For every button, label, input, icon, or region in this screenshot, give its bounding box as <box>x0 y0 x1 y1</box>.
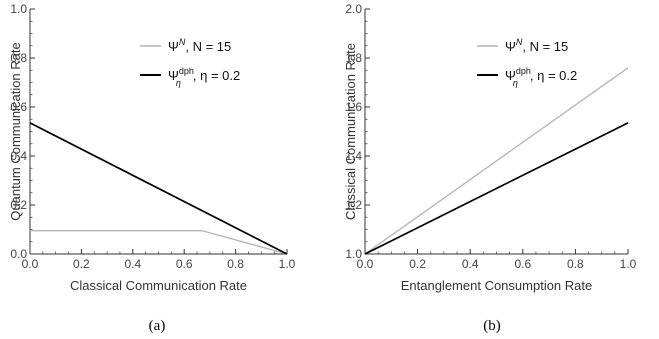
y-tick-label: 1.2 <box>345 198 362 212</box>
legend-label: ΨN, N = 15 <box>168 37 231 54</box>
panel-caption: (a) <box>149 318 166 334</box>
y-tick-label: 0.8 <box>10 51 27 65</box>
x-tick-label: 0.2 <box>409 257 426 271</box>
y-tick-label: 0.6 <box>10 100 27 114</box>
legend-superscript: N <box>516 37 523 47</box>
y-tick-label: 1.4 <box>345 149 362 163</box>
series-line-0 <box>30 230 288 255</box>
legend-subscript: η <box>513 78 518 88</box>
legend-value: , η = 0.2 <box>193 68 240 83</box>
legend-superscript: dph <box>516 66 531 76</box>
x-tick-label: 0.0 <box>357 257 374 271</box>
x-axis-label: Entanglement Consumption Rate <box>401 278 593 293</box>
y-tick-label: 1.8 <box>345 51 362 65</box>
y-tick-label: 1.0 <box>345 247 362 261</box>
x-tick-label: 0.4 <box>462 257 479 271</box>
y-tick-label: 1.6 <box>345 100 362 114</box>
x-tick-label: 1.0 <box>279 257 296 271</box>
legend-superscript: N <box>179 37 186 47</box>
series-line-0 <box>364 67 629 255</box>
chart-panel-b: 0.0 0.2 0.4 0.6 0.8 1.0 1.0 1.2 1.4 1.6 1.8 2.0 Enta… <box>343 2 637 334</box>
legend-label: Ψdph η , η = 0.2 <box>168 66 240 88</box>
legend-subscript: η <box>176 78 181 88</box>
y-axis-label: Classical Communication Rate <box>343 43 358 220</box>
x-tick-label: 0.8 <box>567 257 584 271</box>
legend-symbol: Ψ <box>168 39 179 54</box>
legend-value: , N = 15 <box>185 39 231 54</box>
x-axis-label: Classical Communication Rate <box>70 278 247 293</box>
x-tick-label: 0.2 <box>73 257 90 271</box>
x-tick-label: 0.4 <box>124 257 141 271</box>
legend-symbol: Ψ <box>168 68 179 83</box>
y-tick-label: 1.0 <box>10 2 27 16</box>
x-tick-label: 0.0 <box>22 257 39 271</box>
chart-panel-a: 0.0 0.2 0.4 0.6 0.8 1.0 0.0 0.2 0.4 0.6 0.8 1.0 Clas… <box>8 2 296 334</box>
panel-caption: (b) <box>483 318 501 334</box>
legend-symbol: Ψ <box>505 68 516 83</box>
y-axis-label: Quantum Communication Rate <box>8 42 23 220</box>
x-tick-label: 0.8 <box>227 257 244 271</box>
series-line-1 <box>364 122 629 255</box>
legend-value: , N = 15 <box>522 39 568 54</box>
legend-symbol: Ψ <box>505 39 516 54</box>
series-line-1 <box>29 122 288 255</box>
x-tick-label: 0.6 <box>176 257 193 271</box>
legend-value: , η = 0.2 <box>530 68 577 83</box>
y-tick-label: 0.4 <box>10 149 27 163</box>
legend-superscript: dph <box>179 66 194 76</box>
y-tick-label: 0.0 <box>10 247 27 261</box>
y-tick-label: 2.0 <box>345 2 362 16</box>
legend-label: ΨN, N = 15 <box>505 37 568 54</box>
x-tick-label: 0.6 <box>514 257 531 271</box>
x-tick-label: 1.0 <box>620 257 637 271</box>
y-tick-label: 0.2 <box>10 198 27 212</box>
legend-label: Ψdph η , η = 0.2 <box>505 66 577 88</box>
